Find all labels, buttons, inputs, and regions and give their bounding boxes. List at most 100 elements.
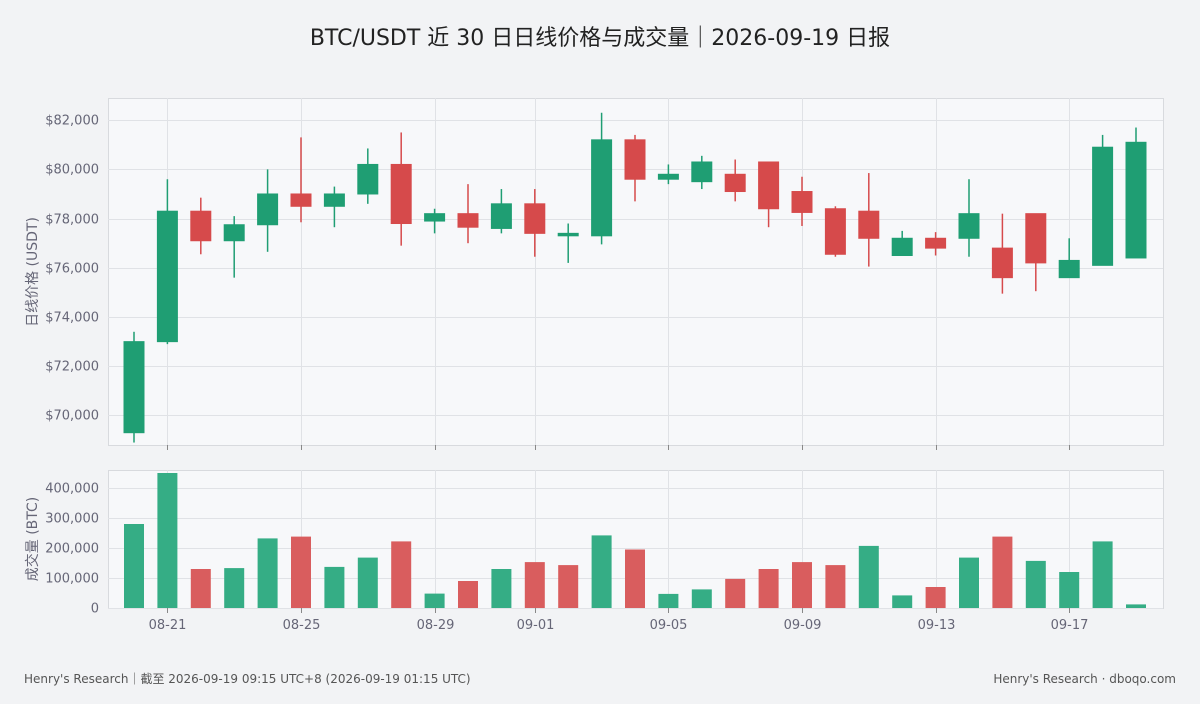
candle-body [1025, 213, 1047, 264]
volume-bar-09-14 [959, 557, 979, 608]
candle-09-13 [925, 232, 947, 256]
candle-body [524, 203, 546, 234]
price-y-axis-label: 日线价格 (USDT) [25, 217, 41, 327]
candle-08-31 [490, 189, 512, 234]
candle-09-15 [991, 213, 1013, 294]
price-y-ticks: $70,000 $72,000 $74,000 $76,000 $78,000 $80,0… [45, 114, 99, 424]
volume-bar-08-25 [291, 536, 311, 608]
volume-bar-08-22 [190, 569, 211, 608]
candle-body [390, 163, 412, 225]
price-candles [123, 112, 1147, 443]
price-panel: $70,000 $72,000 $74,000 $76,000 $78,000 $80,0… [25, 98, 1164, 450]
candle-09-11 [858, 173, 880, 267]
candle-09-10 [824, 206, 846, 257]
candle-body [457, 213, 479, 228]
volume-panel: 0 100,000 200,000 300,000 400,000 08-21 08-25… [24, 470, 1164, 633]
volume-bar-08-24 [257, 538, 278, 608]
candle-09-06 [691, 155, 713, 190]
volume-bar-09-10 [825, 565, 846, 608]
candle-body [190, 210, 212, 242]
candle-09-07 [724, 159, 746, 202]
volume-bar-09-15 [992, 536, 1013, 608]
candle-09-16 [1025, 213, 1047, 292]
price-y-tick-label: $74,000 [45, 311, 99, 326]
candle-08-26 [323, 186, 345, 228]
candle-body [624, 139, 646, 180]
volume-bar-09-11 [858, 545, 879, 608]
price-x-tick-marks [167, 445, 1070, 450]
volume-y-tick-label: 300,000 [45, 512, 99, 527]
candle-body [858, 210, 880, 239]
volume-bar-09-08 [758, 569, 779, 608]
candle-08-27 [357, 148, 379, 204]
candle-body [490, 203, 512, 229]
candle-body [724, 173, 746, 193]
price-y-tick-label: $72,000 [45, 360, 99, 375]
price-y-tick-label: $76,000 [45, 262, 99, 277]
volume-bar-09-17 [1059, 572, 1080, 608]
footer-left: Henry's Research｜截至 2026-09-19 09:15 UTC… [24, 672, 471, 686]
volume-bar-08-23 [224, 568, 245, 608]
candle-09-12 [891, 230, 913, 257]
candle-body [257, 193, 279, 226]
x-tick-label: 09-05 [650, 618, 688, 633]
volume-bar-09-02 [558, 565, 579, 608]
candle-body [691, 161, 713, 183]
candle-body [824, 208, 846, 255]
candle-09-19 [1125, 127, 1147, 259]
volume-bar-08-21 [157, 473, 178, 608]
volume-bar-09-16 [1025, 560, 1046, 608]
candle-09-03 [591, 112, 613, 245]
candle-09-17 [1058, 238, 1080, 279]
candle-body [958, 213, 980, 239]
candle-09-09 [791, 176, 813, 226]
volume-bar-08-20 [124, 524, 144, 608]
volume-bar-09-01 [524, 562, 545, 608]
volume-x-ticks: 08-21 08-25 08-29 09-01 09-05 09-09 09-13 09-17 [149, 608, 1088, 633]
candle-08-29 [424, 208, 446, 234]
candle-08-23 [223, 216, 245, 278]
volume-bars [124, 473, 1146, 608]
candle-09-18 [1092, 134, 1114, 266]
candle-09-05 [657, 164, 679, 185]
volume-y-tick-label: 200,000 [45, 542, 99, 557]
volume-bar-09-12 [892, 595, 913, 608]
candle-08-28 [390, 132, 412, 246]
x-tick-label: 08-25 [283, 618, 321, 633]
candle-body [657, 173, 679, 180]
candle-09-14 [958, 179, 980, 257]
volume-bar-08-27 [357, 557, 378, 608]
price-y-tick-label: $70,000 [45, 409, 99, 424]
volume-bar-09-09 [792, 562, 812, 608]
price-y-tick-label: $80,000 [45, 163, 99, 178]
candle-body [323, 193, 345, 207]
volume-y-ticks: 0 100,000 200,000 300,000 400,000 [45, 482, 99, 617]
candle-body [223, 224, 245, 242]
candle-body [424, 213, 446, 222]
x-tick-label: 09-13 [918, 618, 956, 633]
volume-bar-08-29 [424, 593, 445, 608]
candle-body [290, 193, 312, 207]
volume-bar-08-26 [324, 566, 345, 608]
candle-body [791, 191, 813, 213]
candle-body [357, 163, 379, 195]
volume-bar-09-06 [691, 589, 712, 608]
volume-bar-09-19 [1126, 604, 1146, 608]
price-y-tick-label: $82,000 [45, 114, 99, 129]
candle-09-02 [557, 223, 579, 263]
candle-body [991, 247, 1013, 279]
volume-bar-09-18 [1092, 541, 1113, 608]
candle-08-22 [190, 197, 212, 255]
volume-y-axis-label: 成交量 (BTC) [24, 497, 41, 582]
candle-body [557, 232, 579, 237]
candle-08-25 [290, 137, 312, 223]
candle-09-01 [524, 189, 546, 257]
candle-body [1058, 259, 1080, 279]
candle-08-24 [257, 169, 279, 252]
price-y-tick-label: $78,000 [45, 213, 99, 228]
candle-09-04 [624, 134, 646, 202]
volume-bar-09-05 [658, 593, 679, 608]
candle-body [925, 237, 947, 249]
volume-bar-08-28 [391, 541, 412, 608]
